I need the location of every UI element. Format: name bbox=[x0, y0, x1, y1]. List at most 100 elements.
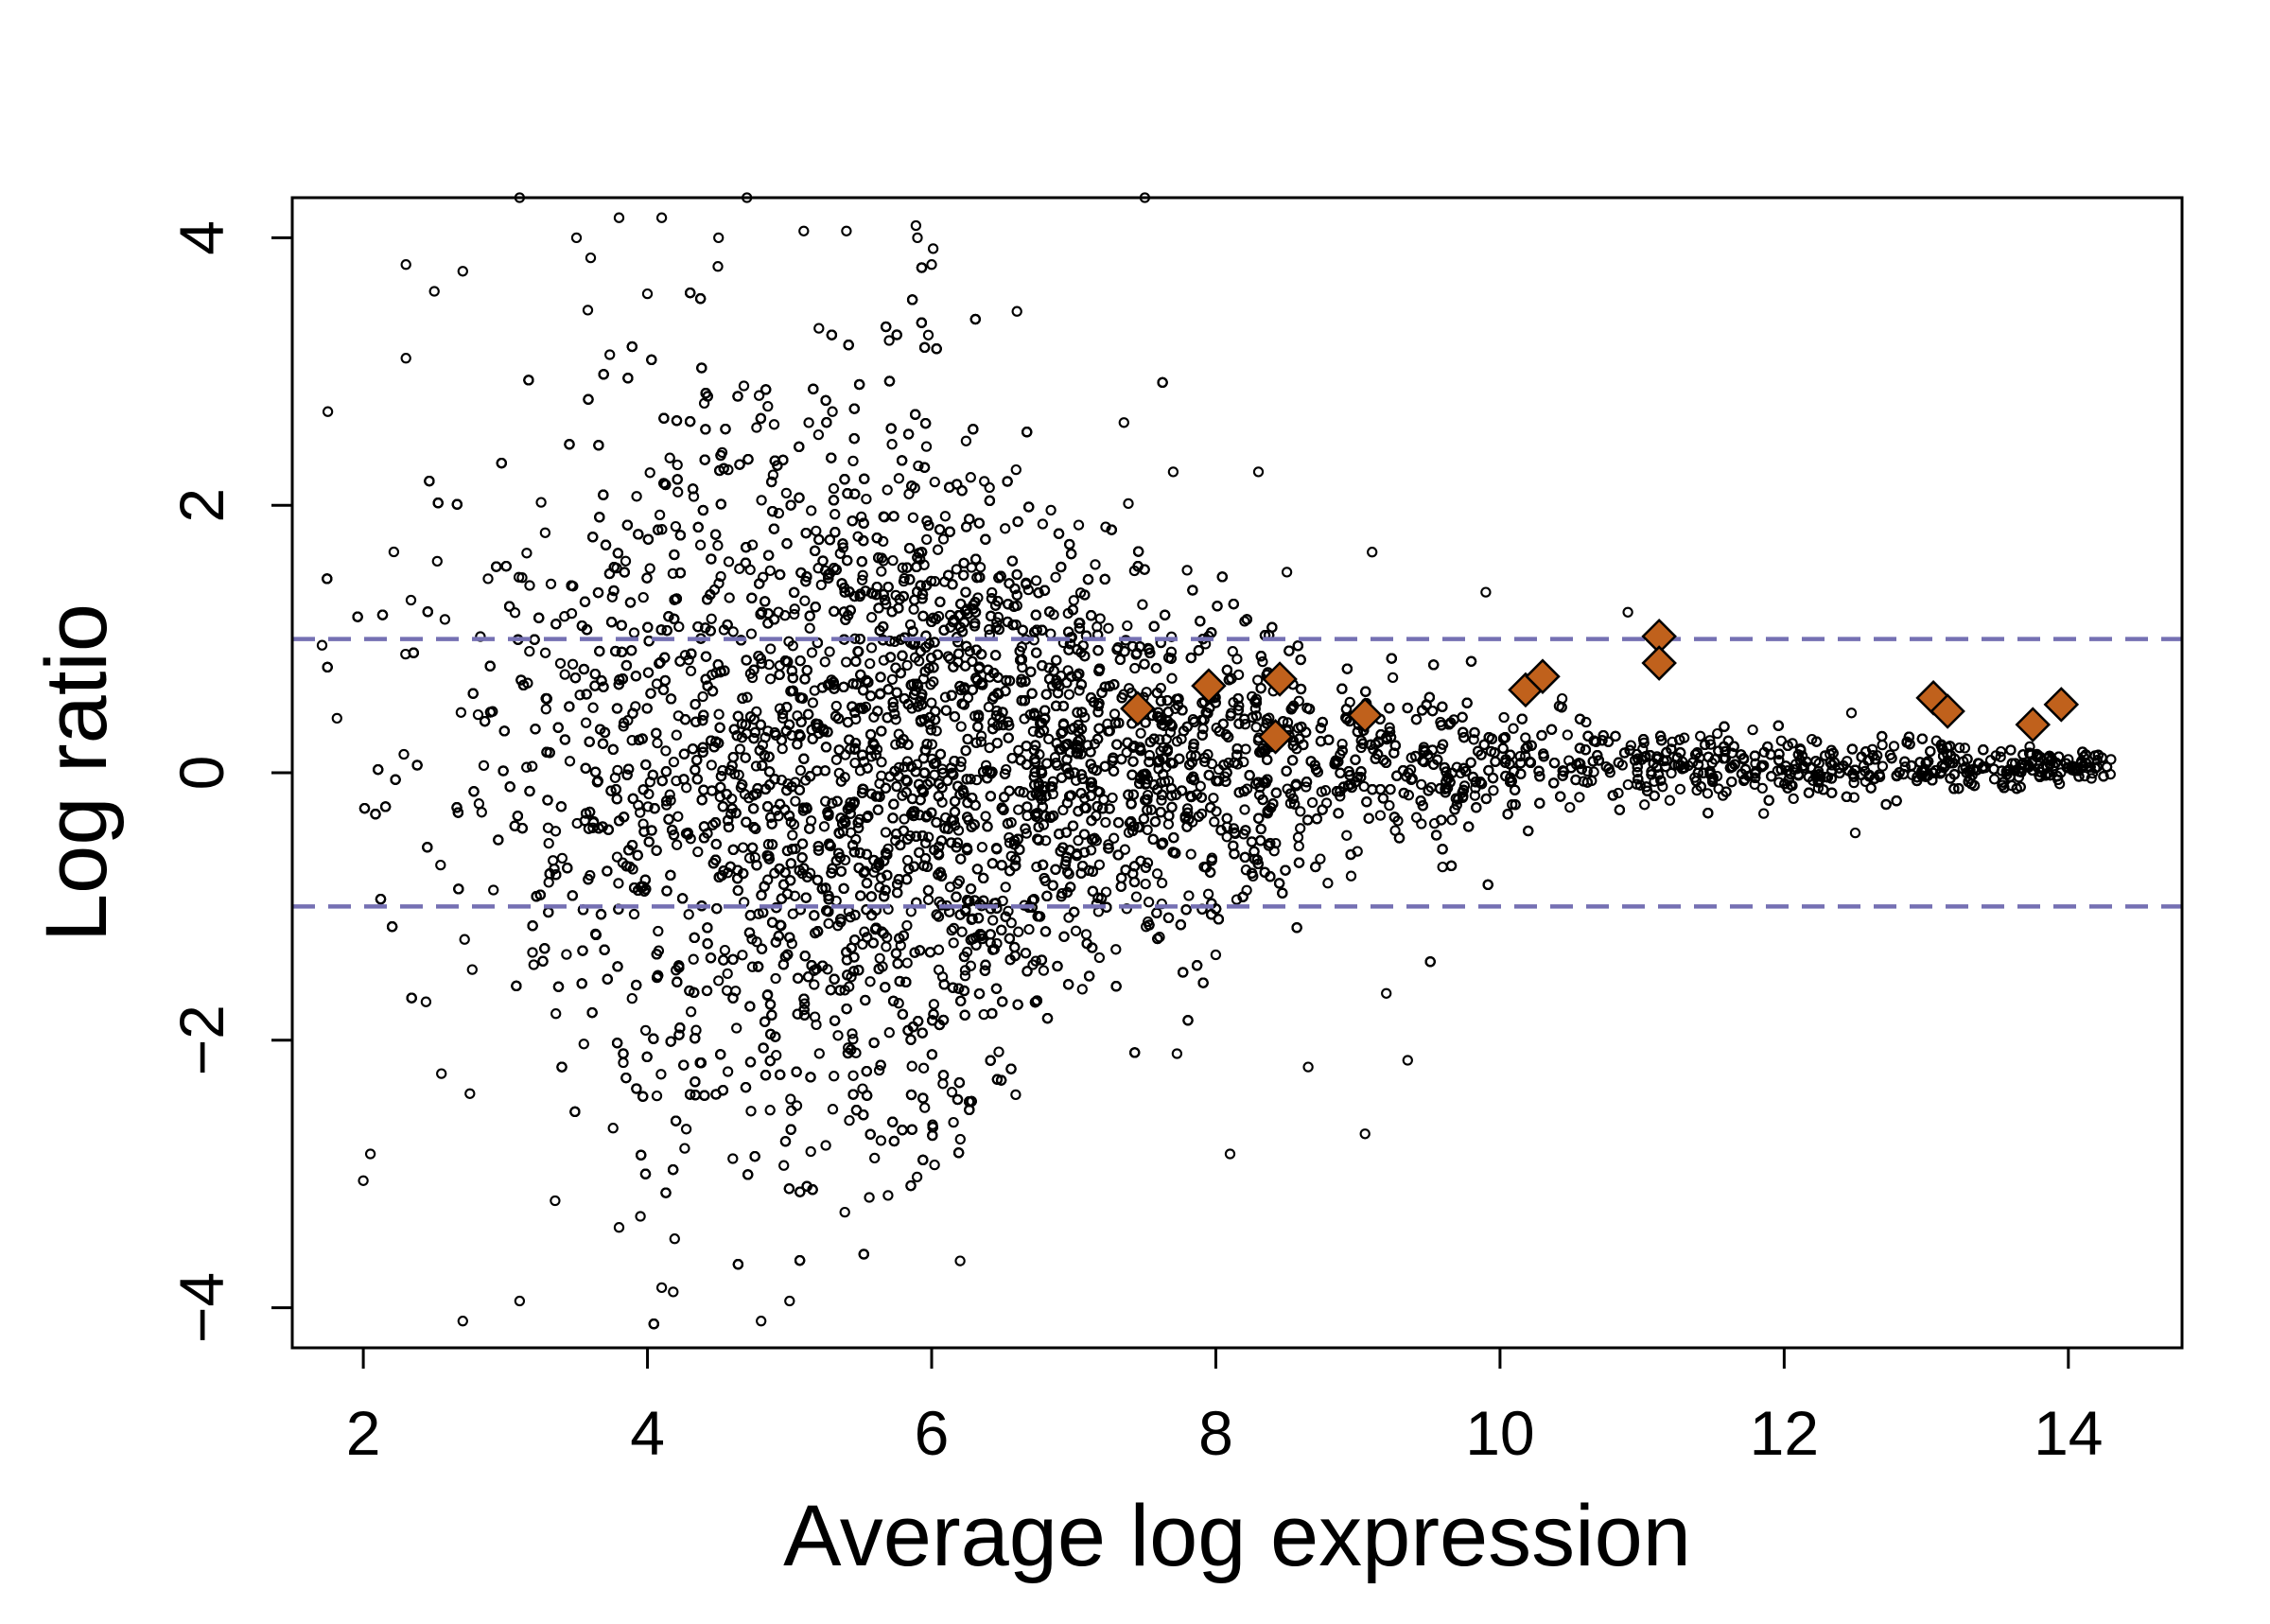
data-point bbox=[1005, 917, 1017, 929]
data-point bbox=[1165, 646, 1178, 657]
data-point bbox=[833, 828, 846, 839]
data-point bbox=[1100, 816, 1111, 829]
data-point bbox=[927, 243, 939, 254]
data-point bbox=[922, 894, 934, 905]
data-point bbox=[886, 439, 898, 450]
data-point bbox=[856, 574, 868, 585]
data-point bbox=[1110, 944, 1122, 955]
data-point bbox=[1003, 905, 1014, 917]
data-point bbox=[482, 573, 494, 585]
data-point bbox=[1093, 952, 1106, 964]
data-point bbox=[715, 570, 726, 583]
data-point bbox=[799, 595, 811, 606]
data-point bbox=[1250, 693, 1263, 705]
data-point bbox=[1250, 722, 1262, 733]
data-point bbox=[712, 540, 724, 551]
data-point bbox=[893, 998, 904, 1009]
data-point bbox=[827, 1104, 839, 1115]
data-point bbox=[832, 1030, 844, 1041]
data-point bbox=[933, 944, 945, 955]
data-point bbox=[1142, 824, 1153, 836]
data-point bbox=[1076, 984, 1088, 995]
data-point bbox=[887, 554, 899, 567]
data-point bbox=[639, 1024, 652, 1037]
data-point bbox=[1954, 742, 1965, 754]
data-point bbox=[628, 627, 640, 638]
data-point bbox=[435, 859, 446, 871]
data-point bbox=[1293, 840, 1304, 852]
data-point bbox=[628, 908, 640, 920]
data-point bbox=[1112, 849, 1124, 861]
data-point bbox=[901, 659, 913, 672]
data-point bbox=[564, 756, 576, 767]
data-point bbox=[1231, 894, 1243, 905]
data-point bbox=[1581, 765, 1593, 777]
data-point bbox=[1144, 749, 1156, 761]
data-point bbox=[722, 968, 733, 980]
data-point bbox=[1070, 925, 1082, 936]
data-point bbox=[1162, 818, 1175, 830]
data-point bbox=[777, 712, 789, 724]
data-point bbox=[1632, 766, 1643, 778]
data-point bbox=[672, 486, 684, 498]
data-point bbox=[809, 979, 820, 990]
data-point bbox=[1031, 861, 1042, 873]
data-point bbox=[819, 656, 830, 668]
data-point bbox=[845, 827, 857, 838]
data-point bbox=[837, 542, 849, 553]
data-point bbox=[641, 288, 654, 300]
data-point bbox=[655, 1069, 667, 1080]
data-point bbox=[1788, 793, 1799, 805]
data-point bbox=[1010, 1089, 1022, 1101]
data-point bbox=[922, 329, 934, 341]
data-point bbox=[543, 837, 554, 849]
data-point bbox=[850, 833, 862, 846]
data-point bbox=[778, 1160, 790, 1171]
data-point bbox=[1161, 733, 1172, 745]
data-point bbox=[857, 569, 868, 581]
data-point bbox=[979, 476, 990, 487]
data-point bbox=[975, 736, 987, 747]
data-point bbox=[878, 928, 889, 939]
data-point bbox=[1151, 868, 1163, 880]
data-point bbox=[914, 655, 925, 667]
data-point bbox=[921, 533, 933, 546]
data-point bbox=[770, 972, 781, 985]
data-point bbox=[774, 703, 786, 714]
data-point bbox=[757, 740, 769, 751]
data-point bbox=[756, 495, 767, 506]
data-point bbox=[1013, 804, 1024, 815]
data-point bbox=[791, 1100, 803, 1111]
data-point bbox=[1039, 872, 1050, 884]
data-point bbox=[931, 725, 942, 737]
data-point bbox=[1183, 890, 1195, 901]
data-point bbox=[527, 947, 538, 958]
data-point bbox=[806, 505, 817, 516]
data-point bbox=[773, 507, 785, 519]
data-point bbox=[587, 822, 599, 833]
data-point bbox=[893, 473, 905, 484]
data-point bbox=[1625, 740, 1636, 751]
data-point bbox=[1498, 711, 1510, 724]
data-point bbox=[811, 525, 822, 537]
data-point bbox=[1270, 837, 1282, 849]
data-point bbox=[694, 539, 707, 550]
data-point bbox=[1100, 521, 1111, 533]
data-point bbox=[420, 996, 432, 1007]
data-point bbox=[897, 562, 908, 573]
data-point bbox=[316, 639, 328, 651]
data-point bbox=[1738, 775, 1750, 787]
data-point bbox=[993, 1046, 1004, 1057]
data-point bbox=[1664, 795, 1676, 806]
data-point bbox=[1209, 816, 1220, 828]
data-point bbox=[737, 950, 748, 961]
data-point bbox=[853, 822, 864, 833]
data-point bbox=[527, 760, 538, 772]
data-point bbox=[1239, 616, 1250, 627]
data-point bbox=[805, 1145, 816, 1158]
data-point bbox=[1013, 744, 1024, 756]
data-point bbox=[1345, 870, 1357, 882]
data-point bbox=[1758, 808, 1770, 819]
data-point bbox=[548, 855, 559, 866]
data-point bbox=[785, 1093, 796, 1105]
